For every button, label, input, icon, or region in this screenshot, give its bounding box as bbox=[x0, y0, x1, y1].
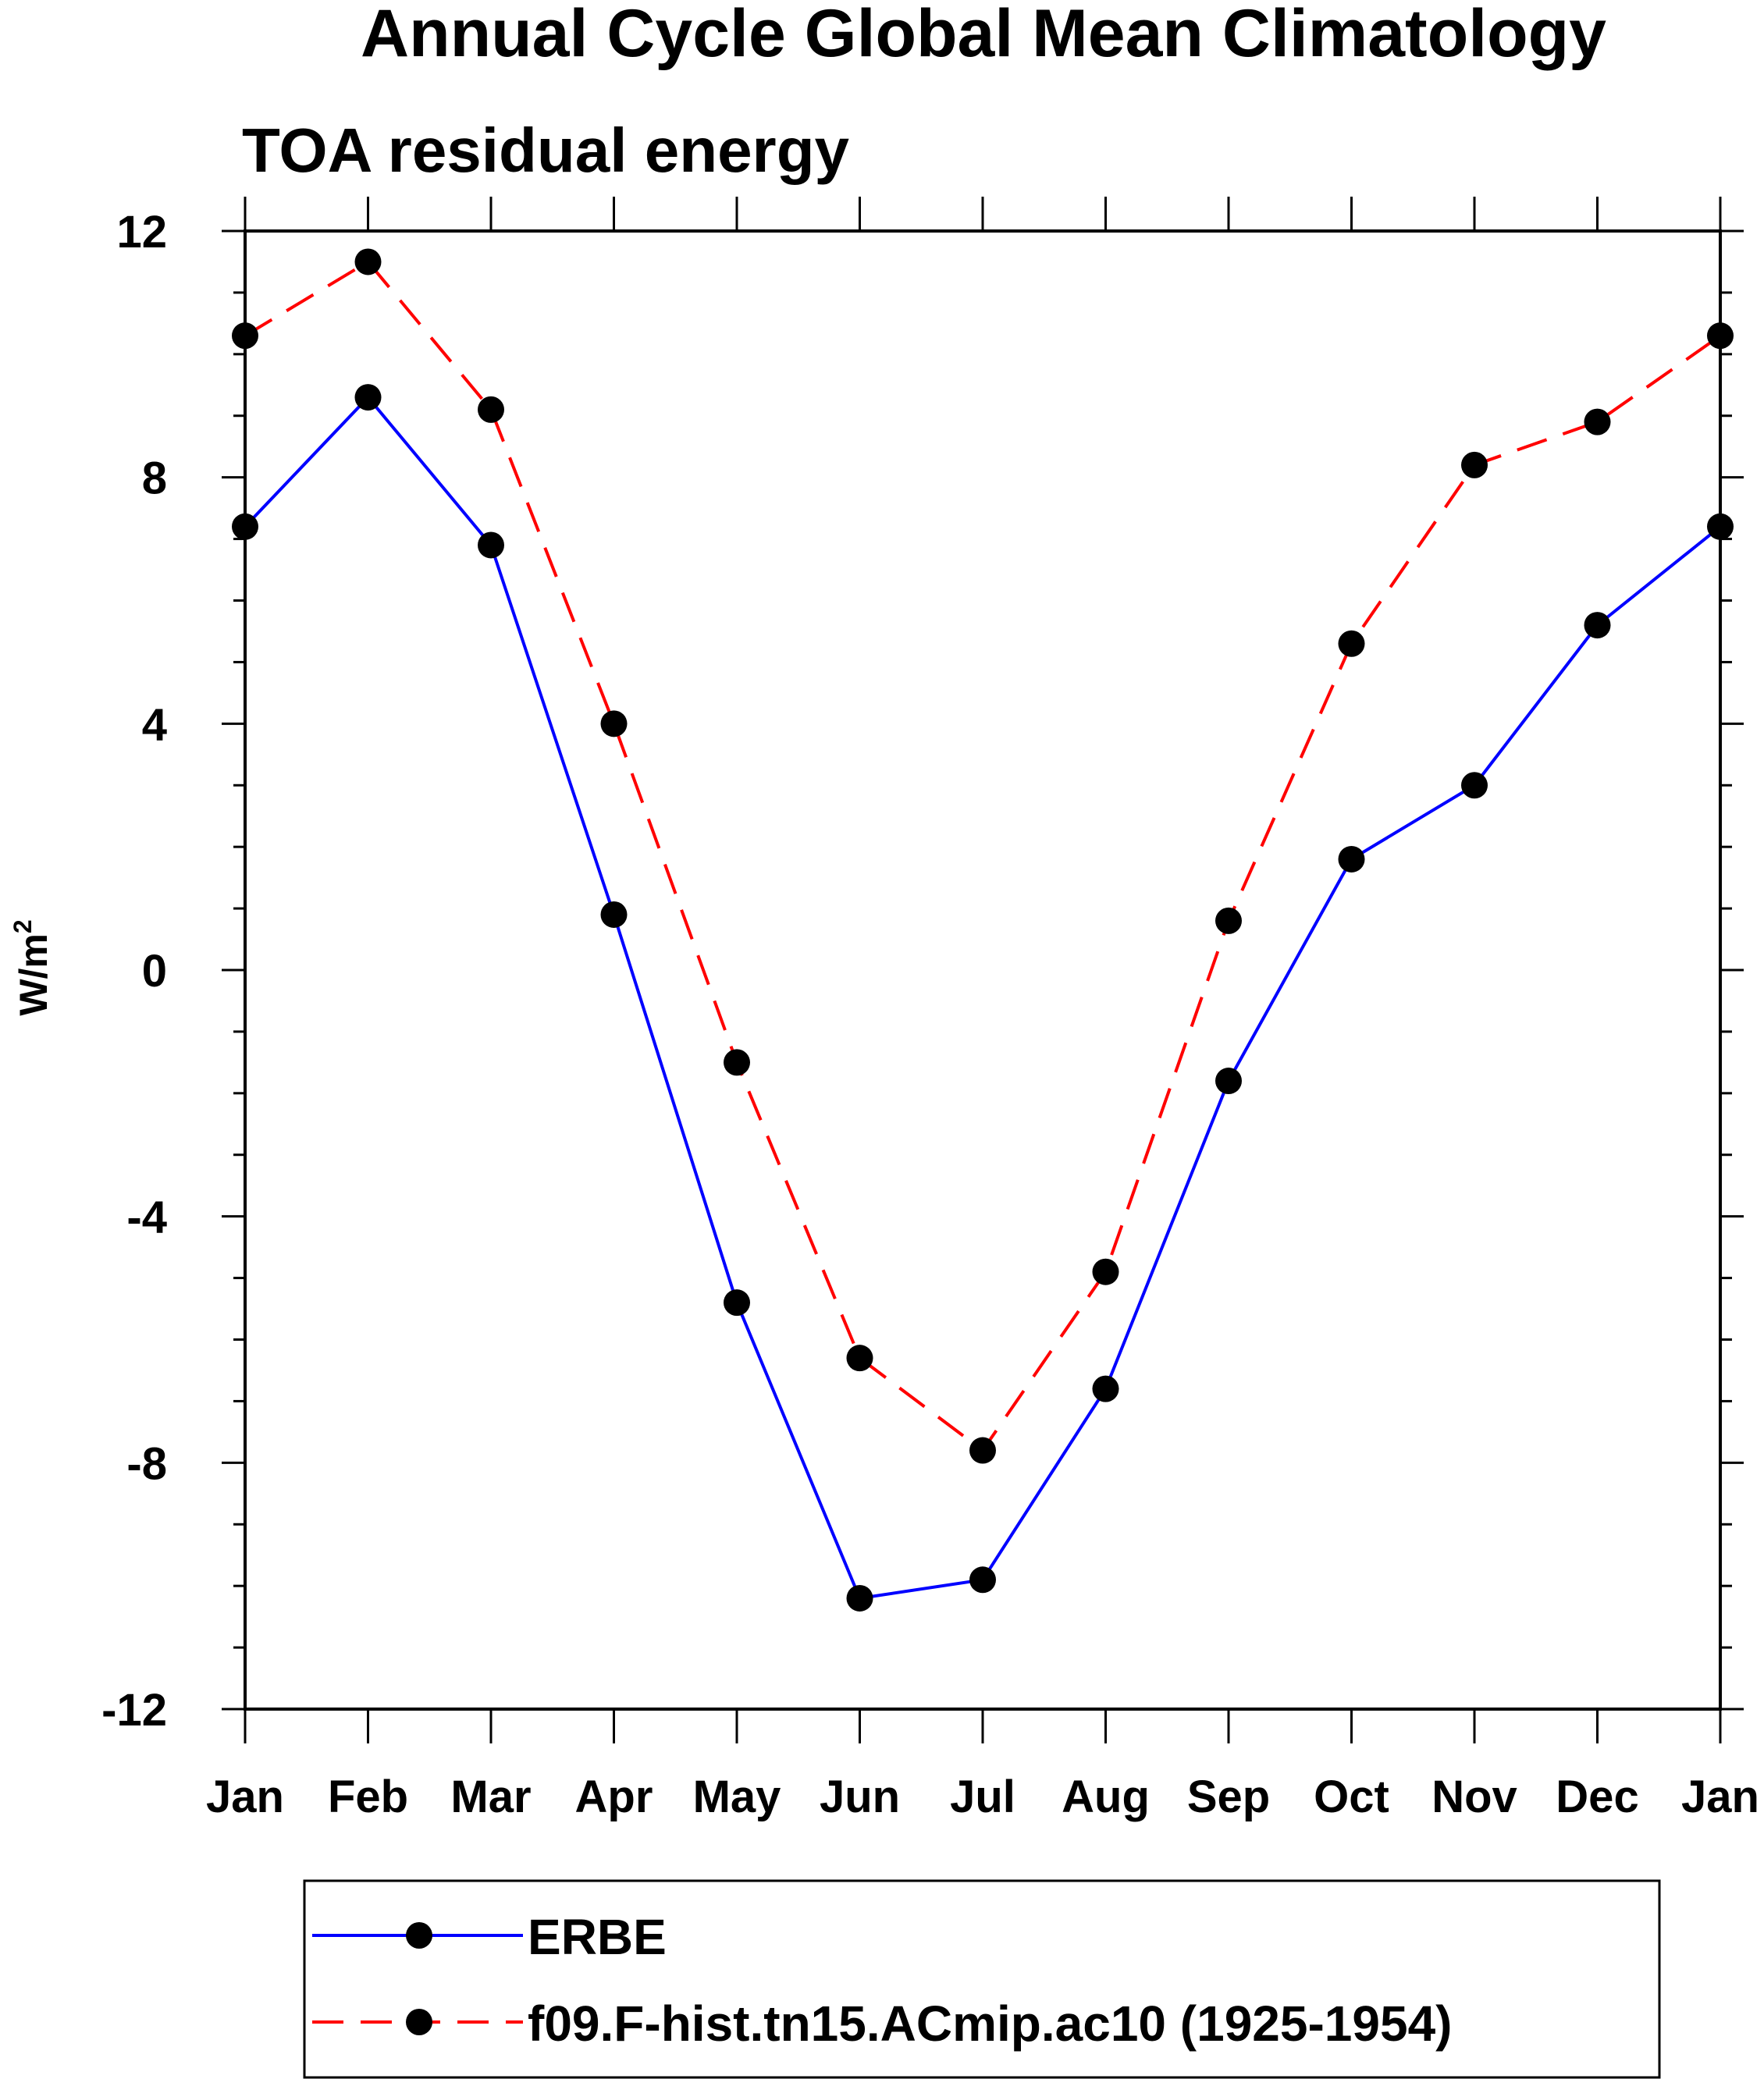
x-tick-label: Jan bbox=[1681, 1772, 1759, 1822]
x-tick-label: Sep bbox=[1187, 1772, 1270, 1822]
data-point bbox=[478, 396, 504, 423]
data-point bbox=[354, 248, 382, 275]
y-tick-label: -4 bbox=[126, 1192, 167, 1243]
x-tick-label: Mar bbox=[450, 1772, 531, 1822]
x-tick-label: Dec bbox=[1556, 1772, 1638, 1822]
data-point bbox=[1215, 1068, 1242, 1095]
series-layer bbox=[232, 248, 1734, 1612]
y-tick-label: 4 bbox=[142, 699, 167, 750]
data-point bbox=[1707, 322, 1734, 350]
y-tick-label: -12 bbox=[101, 1685, 167, 1736]
data-point bbox=[1584, 408, 1611, 435]
data-point bbox=[232, 322, 258, 350]
data-point bbox=[600, 710, 628, 737]
data-point bbox=[354, 384, 382, 411]
data-point bbox=[724, 1049, 750, 1076]
x-tick-label: Jan bbox=[206, 1772, 284, 1822]
y-axis-label-superscript: 2 bbox=[9, 919, 37, 933]
y-axis-label-text: W/m bbox=[12, 933, 55, 1016]
x-tick-labels: Jan Feb Mar Apr May Jun Jul Aug Sep Oct Nov Dec Jan bbox=[206, 1772, 1759, 1822]
data-point bbox=[1092, 1375, 1119, 1402]
x-tick-label: Nov bbox=[1431, 1772, 1517, 1822]
y-tick-labels: -12 -8 -4 0 4 8 12 bbox=[101, 207, 167, 1736]
data-point bbox=[724, 1289, 750, 1317]
legend-box bbox=[303, 1879, 1661, 2079]
legend-label-model: f09.F-hist.tn15.ACmip.ac10 (1925-1954) bbox=[528, 1995, 1452, 2052]
legend-marker-model bbox=[406, 2009, 432, 2035]
data-point bbox=[1461, 772, 1488, 799]
data-point bbox=[1707, 513, 1734, 540]
series-line-1 bbox=[244, 259, 1722, 1453]
legend-label-erbe: ERBE bbox=[528, 1909, 667, 1965]
data-point bbox=[232, 513, 258, 540]
x-tick-label: Feb bbox=[328, 1772, 408, 1822]
x-tick-label: May bbox=[693, 1772, 781, 1822]
chart-title: Annual Cycle Global Mean Climatology bbox=[361, 0, 1606, 71]
x-tick-label: Jun bbox=[820, 1772, 900, 1822]
data-point bbox=[969, 1566, 996, 1594]
legend-marker-erbe bbox=[406, 1922, 432, 1949]
x-tick-label: Aug bbox=[1062, 1772, 1150, 1822]
y-tick-label: -8 bbox=[126, 1438, 167, 1489]
data-point bbox=[969, 1437, 996, 1464]
data-point bbox=[1584, 612, 1611, 639]
y-tick-label: 12 bbox=[116, 207, 167, 258]
y-tick-label: 8 bbox=[142, 453, 167, 504]
data-point bbox=[478, 531, 504, 559]
x-tick-label: Jul bbox=[950, 1772, 1015, 1822]
data-point bbox=[1338, 845, 1365, 872]
data-point bbox=[1338, 630, 1365, 657]
y-tick-label: 0 bbox=[142, 946, 167, 997]
legend: ERBE f09.F-hist.tn15.ACmip.ac10 (1925-19… bbox=[303, 1879, 1661, 2079]
x-tick-label: Oct bbox=[1314, 1772, 1389, 1822]
data-point bbox=[846, 1584, 873, 1612]
series-line-0 bbox=[244, 395, 1722, 1601]
axis-ticks bbox=[222, 197, 1744, 1743]
data-point bbox=[846, 1345, 873, 1372]
data-point bbox=[1092, 1258, 1119, 1285]
plot-frame bbox=[244, 229, 1722, 1711]
chart-subtitle: TOA residual energy bbox=[242, 116, 850, 185]
data-point bbox=[1461, 451, 1488, 478]
x-tick-label: Apr bbox=[575, 1772, 653, 1822]
data-point bbox=[1215, 907, 1242, 934]
y-axis-label: W/m2 bbox=[9, 919, 55, 1015]
data-point bbox=[600, 901, 628, 928]
